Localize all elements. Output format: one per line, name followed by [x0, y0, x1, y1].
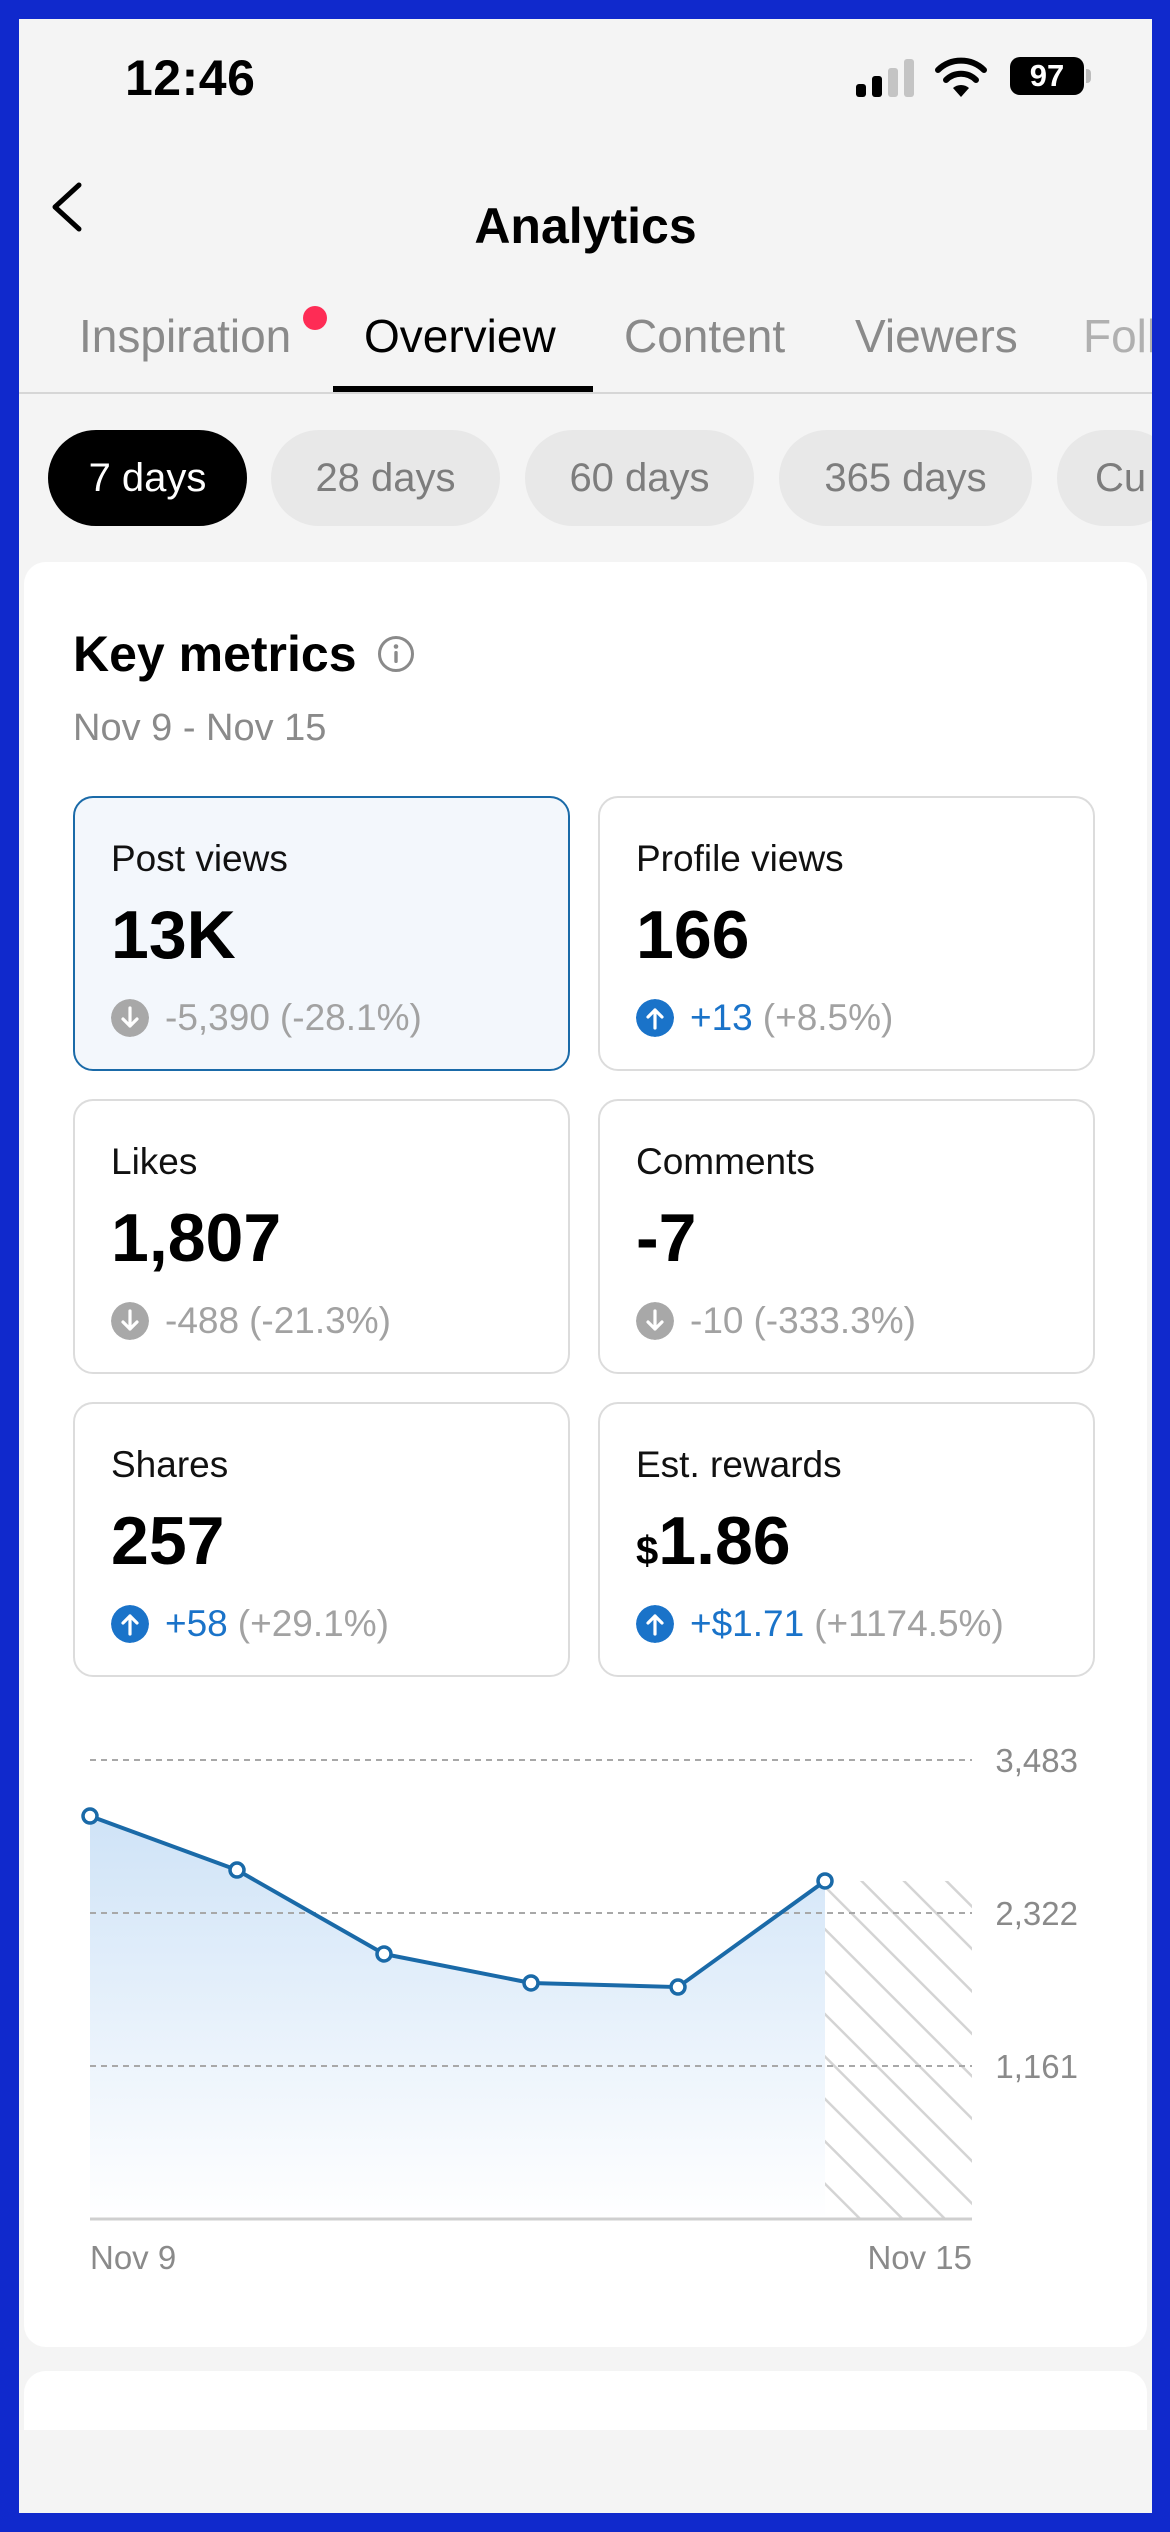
- metric-card-shares[interactable]: Shares 257 +58 (+29.1%): [73, 1402, 570, 1677]
- page-title: Analytics: [474, 198, 697, 254]
- metric-label: Comments: [636, 1141, 815, 1182]
- next-section-card: [24, 2371, 1147, 2430]
- metric-delta: +13 (+8.5%): [636, 997, 894, 1038]
- metric-label: Profile views: [636, 838, 844, 879]
- arrow-up-circle-icon: [636, 1605, 674, 1643]
- arrow-down-circle-icon: [111, 999, 149, 1037]
- tab-overview[interactable]: Overview: [364, 310, 556, 362]
- line-chart: [81, 1759, 972, 2221]
- delta-percent: (-28.1%): [279, 997, 422, 1038]
- delta-value: +58: [165, 1603, 228, 1644]
- y-tick-label: 3,483: [995, 1742, 1078, 1779]
- delta-value: -10: [690, 1300, 744, 1341]
- date-range-label: Nov 9 - Nov 15: [73, 707, 327, 749]
- metric-value: 257: [111, 1503, 225, 1579]
- chip-365-days[interactable]: 365 days: [779, 430, 1032, 526]
- tab-bar: Inspiration Overview Content Viewers Fol…: [19, 306, 1152, 393]
- notification-dot: [303, 306, 327, 330]
- delta-percent: (-333.3%): [753, 1300, 916, 1341]
- chip-custom[interactable]: Cu: [1057, 430, 1152, 526]
- tab-viewers[interactable]: Viewers: [855, 310, 1018, 362]
- metric-card-likes[interactable]: Likes 1,807 -488 (-21.3%): [73, 1099, 570, 1374]
- metric-value: 166: [636, 897, 750, 973]
- metric-label: Est. rewards: [636, 1444, 842, 1485]
- metric-card-profile-views[interactable]: Profile views 166 +13 (+8.5%): [598, 796, 1095, 1071]
- currency-symbol: $: [636, 1529, 659, 1573]
- metric-label: Likes: [111, 1141, 198, 1182]
- tab-inspiration[interactable]: Inspiration: [79, 310, 292, 362]
- arrow-up-circle-icon: [636, 999, 674, 1037]
- arrow-up-circle-icon: [111, 1605, 149, 1643]
- metric-card-est-rewards[interactable]: Est. rewards $1.86 +$1.71 (+1174.5%): [598, 1402, 1095, 1677]
- metric-delta: -5,390 (-28.1%): [111, 997, 422, 1038]
- post-views-chart[interactable]: 3,483 2,322 1,161 Nov 9 Nov 15: [19, 1719, 1152, 2319]
- wifi-icon: [935, 57, 987, 97]
- metric-value: -7: [636, 1200, 697, 1276]
- x-tick-label-start: Nov 9: [90, 2239, 177, 2276]
- metric-value: $1.86: [636, 1502, 791, 1580]
- key-metrics-title: Key metrics: [73, 626, 357, 682]
- chip-60-days[interactable]: 60 days: [525, 430, 754, 526]
- y-tick-label: 1,161: [995, 2048, 1078, 2085]
- metric-label: Post views: [111, 838, 288, 879]
- delta-value: -5,390: [165, 997, 270, 1038]
- metric-value: 13K: [111, 897, 236, 973]
- x-tick-label-end: Nov 15: [867, 2239, 972, 2276]
- arrow-down-circle-icon: [636, 1302, 674, 1340]
- delta-percent: (+29.1%): [237, 1603, 389, 1644]
- metric-delta: +58 (+29.1%): [111, 1603, 389, 1644]
- battery-tip: [1086, 69, 1091, 83]
- y-tick-label: 2,322: [995, 1895, 1078, 1932]
- arrow-down-circle-icon: [111, 1302, 149, 1340]
- metric-delta: +$1.71 (+1174.5%): [636, 1603, 1004, 1644]
- metric-label: Shares: [111, 1444, 229, 1485]
- chip-28-days[interactable]: 28 days: [271, 430, 500, 526]
- back-button[interactable]: [49, 181, 83, 233]
- info-icon[interactable]: [377, 635, 415, 673]
- battery-icon: 97: [1010, 57, 1084, 95]
- tab-divider: [19, 392, 1152, 394]
- status-time: 12:46: [125, 50, 256, 106]
- chip-7-days[interactable]: 7 days: [48, 430, 247, 526]
- metric-amount: 1.86: [658, 1503, 791, 1579]
- metric-delta: -10 (-333.3%): [636, 1300, 916, 1341]
- delta-value: +$1.71: [690, 1603, 805, 1644]
- metric-card-post-views[interactable]: Post views 13K -5,390 (-28.1%): [73, 796, 570, 1071]
- date-range-chips: 7 days 28 days 60 days 365 days Cu: [19, 430, 1152, 526]
- analytics-screen: 12:46 97 Analytics Inspiration Overview …: [19, 19, 1152, 2513]
- metric-delta: -488 (-21.3%): [111, 1300, 391, 1341]
- active-tab-indicator: [333, 386, 593, 392]
- delta-percent: (+8.5%): [762, 997, 894, 1038]
- metric-value: 1,807: [111, 1200, 282, 1276]
- tab-content[interactable]: Content: [624, 310, 786, 362]
- delta-percent: (-21.3%): [249, 1300, 391, 1341]
- delta-percent: (+1174.5%): [814, 1603, 1004, 1644]
- signal-icon: [856, 59, 914, 97]
- metric-card-comments[interactable]: Comments -7 -10 (-333.3%): [598, 1099, 1095, 1374]
- tab-followers[interactable]: Foll: [1083, 310, 1152, 362]
- delta-value: -488: [165, 1300, 240, 1341]
- delta-value: +13: [690, 997, 753, 1038]
